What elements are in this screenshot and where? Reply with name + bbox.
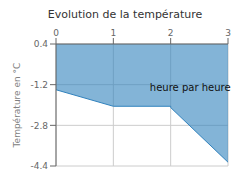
svg-text:-4.4: -4.4 xyxy=(30,161,48,171)
svg-text:heure par heure: heure par heure xyxy=(150,82,231,93)
svg-text:1: 1 xyxy=(110,28,116,38)
svg-text:0.4: 0.4 xyxy=(34,39,49,49)
svg-text:0: 0 xyxy=(53,28,59,38)
html-text:Evolution de la température: Evolution de la température xyxy=(47,8,203,21)
svg-text:-1.2: -1.2 xyxy=(30,80,48,90)
svg-text:2: 2 xyxy=(168,28,174,38)
svg-text:-2.8: -2.8 xyxy=(30,121,48,131)
svg-text:3: 3 xyxy=(225,28,231,38)
svg-text:Température en °C: Température en °C xyxy=(12,63,22,149)
